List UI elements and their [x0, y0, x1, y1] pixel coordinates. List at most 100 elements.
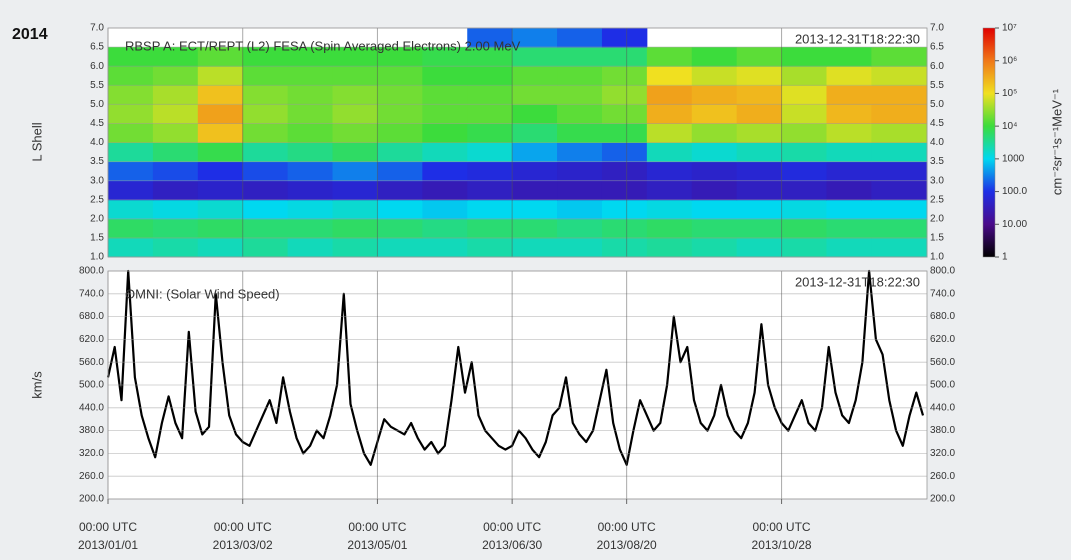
heatmap-cell: [871, 161, 928, 182]
heatmap-cell: [467, 218, 513, 239]
heatmap-cell: [152, 161, 199, 182]
heatmap-cell: [467, 161, 513, 182]
heatmap-cell: [826, 180, 872, 201]
heatmap-cell: [826, 142, 872, 163]
heatmap-cell: [646, 199, 693, 220]
colorbar-tick-label: 10⁶: [1002, 55, 1017, 66]
heatmap-cell: [691, 85, 738, 105]
heatmap-cell: [467, 85, 513, 105]
heatmap-cell: [601, 104, 648, 124]
heatmap-cell: [242, 237, 289, 258]
y-tick-label-right: 680.0: [930, 311, 955, 322]
heatmap-cell: [197, 85, 244, 105]
heatmap-cell: [646, 180, 693, 201]
heatmap-cell: [152, 142, 199, 163]
heatmap-cell: [557, 28, 603, 48]
heatmap-cell: [332, 66, 378, 86]
x-tick-label: 00:00 UTC 2013/03/02: [212, 520, 273, 552]
heatmap-cell: [781, 237, 827, 258]
x-tick-label: 00:00 UTC 2013/10/28: [751, 520, 812, 552]
y-tick-label: 320.0: [79, 448, 104, 459]
heatmap-cell: [108, 142, 154, 163]
y-axis-label: L Shell: [29, 122, 44, 161]
heatmap-cell: [512, 142, 558, 163]
y-tick-label-right: 5.0: [930, 99, 944, 110]
y-tick-label-right: 3.5: [930, 156, 944, 167]
heatmap-cell: [871, 66, 928, 86]
y-tick-label: 4.5: [90, 118, 104, 129]
heatmap-cell: [512, 199, 558, 220]
colorbar-tick-label: 1: [1002, 252, 1008, 263]
heatmap-cell: [646, 142, 693, 163]
y-tick-label: 4.0: [90, 137, 104, 148]
heatmap-cell: [287, 104, 334, 124]
x-tick-label: 00:00 UTC 2013/05/01: [347, 520, 408, 552]
heatmap-cell: [646, 66, 693, 86]
y-tick-label-right: 1.0: [930, 252, 944, 263]
heatmap-cell: [332, 237, 378, 258]
heatmap-cell: [512, 180, 558, 201]
y-tick-label-right: 2.0: [930, 213, 944, 224]
heatmap-cell: [512, 123, 558, 143]
y-tick-label: 680.0: [79, 311, 104, 322]
y-tick-label: 800.0: [79, 266, 104, 277]
heatmap-cell: [871, 47, 928, 67]
heatmap-cell: [736, 180, 783, 201]
y-tick-label: 740.0: [79, 288, 104, 299]
heatmap-cell: [242, 161, 289, 182]
heatmap-cell: [152, 85, 199, 105]
heatmap-cell: [242, 47, 289, 67]
heatmap-cell: [467, 28, 513, 48]
heatmap-cell: [512, 66, 558, 86]
heatmap-cell: [152, 199, 199, 220]
colorbar-tick-label: 10⁵: [1002, 88, 1017, 99]
speed-line: [106, 269, 925, 466]
heatmap-cell: [242, 218, 289, 239]
heatmap-cell: [108, 218, 154, 239]
heatmap-cell: [557, 218, 603, 239]
page-heading: 2014: [12, 26, 48, 43]
heatmap-cell: [377, 47, 423, 67]
plot-frame: [107, 27, 928, 258]
heatmap-cell: [826, 85, 872, 105]
y-tick-label-right: 6.0: [930, 61, 944, 72]
y-tick-label-right: 380.0: [930, 425, 955, 436]
heatmap-cell: [736, 47, 783, 67]
heatmap-cell: [197, 218, 244, 239]
heatmap-cell: [871, 123, 928, 143]
heatmap-cell: [287, 47, 334, 67]
heatmap-cell: [287, 66, 334, 86]
heatmap-cell: [781, 199, 827, 220]
heatmap-cell: [467, 180, 513, 201]
heatmap-cell: [736, 199, 783, 220]
heatmap-cell: [512, 161, 558, 182]
y-tick-label: 560.0: [79, 357, 104, 368]
heatmap-cell: [287, 199, 334, 220]
heatmap-cell: [646, 104, 693, 124]
heatmap-cell: [871, 85, 928, 105]
heatmap-cell: [152, 218, 199, 239]
heatmap-cell: [108, 199, 154, 220]
heatmap-cell: [781, 104, 827, 124]
heatmap-cell: [557, 237, 603, 258]
y-tick-label-right: 740.0: [930, 288, 955, 299]
heatmap-cell: [691, 218, 738, 239]
heatmap-cell: [152, 123, 199, 143]
y-tick-label-right: 4.5: [930, 118, 944, 129]
heatmap-cell: [826, 199, 872, 220]
heatmap-cell: [152, 66, 199, 86]
heatmap-cell: [826, 237, 872, 258]
heatmap-cell: [108, 104, 154, 124]
heatmap-cell: [781, 85, 827, 105]
heatmap-cell: [377, 199, 423, 220]
heatmap-cell: [242, 66, 289, 86]
heatmap-cell: [691, 199, 738, 220]
heatmap-cell: [601, 142, 648, 163]
heatmap-cell: [377, 237, 423, 258]
y-tick-label: 3.5: [90, 156, 104, 167]
heatmap-cell: [871, 218, 928, 239]
heatmap-cell: [422, 237, 468, 258]
heatmap-cell: [512, 85, 558, 105]
heatmap-cell: [781, 161, 827, 182]
